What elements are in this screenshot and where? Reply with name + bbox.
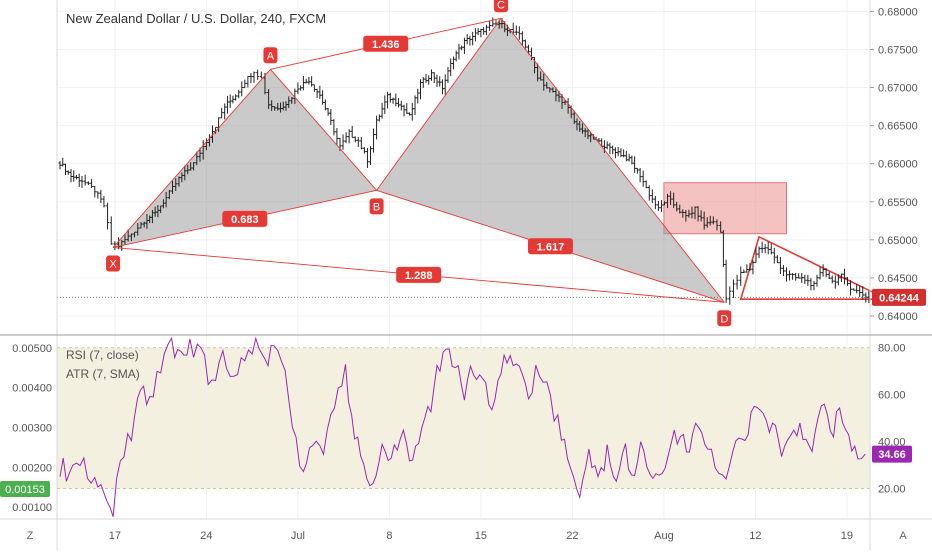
rsi-axis[interactable]: 80.00 60.00 40.00 20.00 xyxy=(878,343,906,496)
rsi-badge-bg xyxy=(872,445,912,463)
pattern-point-marker[interactable] xyxy=(717,310,732,327)
rsi-axis-label: 20.00 xyxy=(878,484,906,496)
atr-badge: 0.00153 xyxy=(0,481,50,497)
rsi-badge: 34.66 xyxy=(872,445,912,463)
rsi-axis-label: 60.00 xyxy=(878,390,906,402)
atr-badge-bg xyxy=(0,481,50,497)
time-axis[interactable]: 17 24 Jul 8 15 22 Aug 12 19 xyxy=(109,530,853,542)
pattern-point-marker[interactable] xyxy=(369,198,384,215)
time-axis-label: 8 xyxy=(386,530,392,542)
price-axis-label: 0.64500 xyxy=(878,273,918,285)
pattern-leg-xa xyxy=(112,68,271,248)
time-axis-label: 15 xyxy=(475,530,487,542)
pattern-leg-bc xyxy=(376,18,502,191)
rsi-series xyxy=(59,336,866,517)
atr-badge-label: 0.00153 xyxy=(5,484,45,496)
time-axis-label: 17 xyxy=(109,530,121,542)
rsi-badge-label: 34.66 xyxy=(878,449,906,461)
atr-axis-label: 0.00300 xyxy=(12,423,52,435)
atr-axis[interactable]: 0.00500 0.00400 0.00300 0.00200 0.00100 xyxy=(12,343,52,514)
price-axis-label: 0.68000 xyxy=(878,6,918,18)
price-badge-bg xyxy=(872,288,926,306)
ratio-label-bg xyxy=(396,266,442,283)
atr-axis-label: 0.00400 xyxy=(12,383,52,395)
ratio-label-bg xyxy=(222,210,268,227)
supply-zone-rectangle[interactable] xyxy=(663,182,788,235)
atr-axis-label: 0.00500 xyxy=(12,343,52,355)
pattern-leg-cd xyxy=(500,17,725,303)
pattern-fill-bcd xyxy=(376,18,725,303)
atr-legend[interactable]: ATR (7, SMA) xyxy=(66,367,140,381)
ratio-label: 1.617 xyxy=(537,241,565,253)
price-axis-label: 0.67000 xyxy=(878,83,918,95)
ratio-label: 1.288 xyxy=(405,270,433,282)
price-axis-label: 0.66000 xyxy=(878,159,918,171)
price-axis-label: 0.67500 xyxy=(878,44,918,56)
atr-axis-label: 0.00200 xyxy=(12,462,52,474)
rsi-legend[interactable]: RSI (7, close) xyxy=(66,348,139,362)
rsi-band xyxy=(57,347,870,489)
ratio-label-bg xyxy=(363,35,409,52)
chart-title: New Zealand Dollar / U.S. Dollar, 240, F… xyxy=(66,11,326,26)
pattern-leg-ab xyxy=(270,68,377,191)
time-axis-label: 22 xyxy=(566,530,578,542)
price-axis-label: 0.65000 xyxy=(878,235,918,247)
rsi-axis-label: 40.00 xyxy=(878,437,906,449)
time-axis-label: 19 xyxy=(841,530,853,542)
pattern-point-marker[interactable] xyxy=(263,47,278,64)
pattern-fill-xab xyxy=(113,69,377,248)
pattern-point-label: D xyxy=(720,313,728,325)
price-axis-label: 0.66500 xyxy=(878,121,918,133)
zoom-reset-button[interactable]: Z xyxy=(27,530,34,542)
annotations-layer xyxy=(57,18,888,303)
price-axis-label: 0.64000 xyxy=(878,311,918,323)
atr-axis-label: 0.00100 xyxy=(12,502,52,514)
pattern-point-label: C xyxy=(497,0,505,11)
price-badge-label: 0.64244 xyxy=(879,292,920,304)
auto-scale-button[interactable]: A xyxy=(899,530,907,542)
ratio-label: 1.436 xyxy=(372,39,400,51)
pattern-point-marker[interactable] xyxy=(106,255,121,272)
ratio-label: 0.683 xyxy=(231,214,259,226)
time-axis-label: Aug xyxy=(654,530,674,542)
rsi-line xyxy=(59,336,866,517)
pattern-point-marker[interactable] xyxy=(494,0,509,13)
price-axis-label: 0.65500 xyxy=(878,197,918,209)
ratio-label-bg xyxy=(527,238,573,255)
rsi-axis-label: 80.00 xyxy=(878,343,906,355)
price-badge: 0.64244 xyxy=(872,288,926,306)
time-axis-label: 24 xyxy=(200,530,212,542)
xabcd-pattern[interactable]: 1.436 0.683 1.617 1.288 X A B C D xyxy=(106,0,732,327)
pattern-point-label: A xyxy=(267,50,275,62)
time-axis-label: Jul xyxy=(291,530,305,542)
price-axis[interactable]: 0.68000 0.67500 0.67000 0.66500 0.66000 0.655… xyxy=(870,6,918,323)
time-axis-label: 12 xyxy=(749,530,761,542)
pattern-point-label: B xyxy=(373,201,380,213)
pattern-point-label: X xyxy=(109,258,117,270)
